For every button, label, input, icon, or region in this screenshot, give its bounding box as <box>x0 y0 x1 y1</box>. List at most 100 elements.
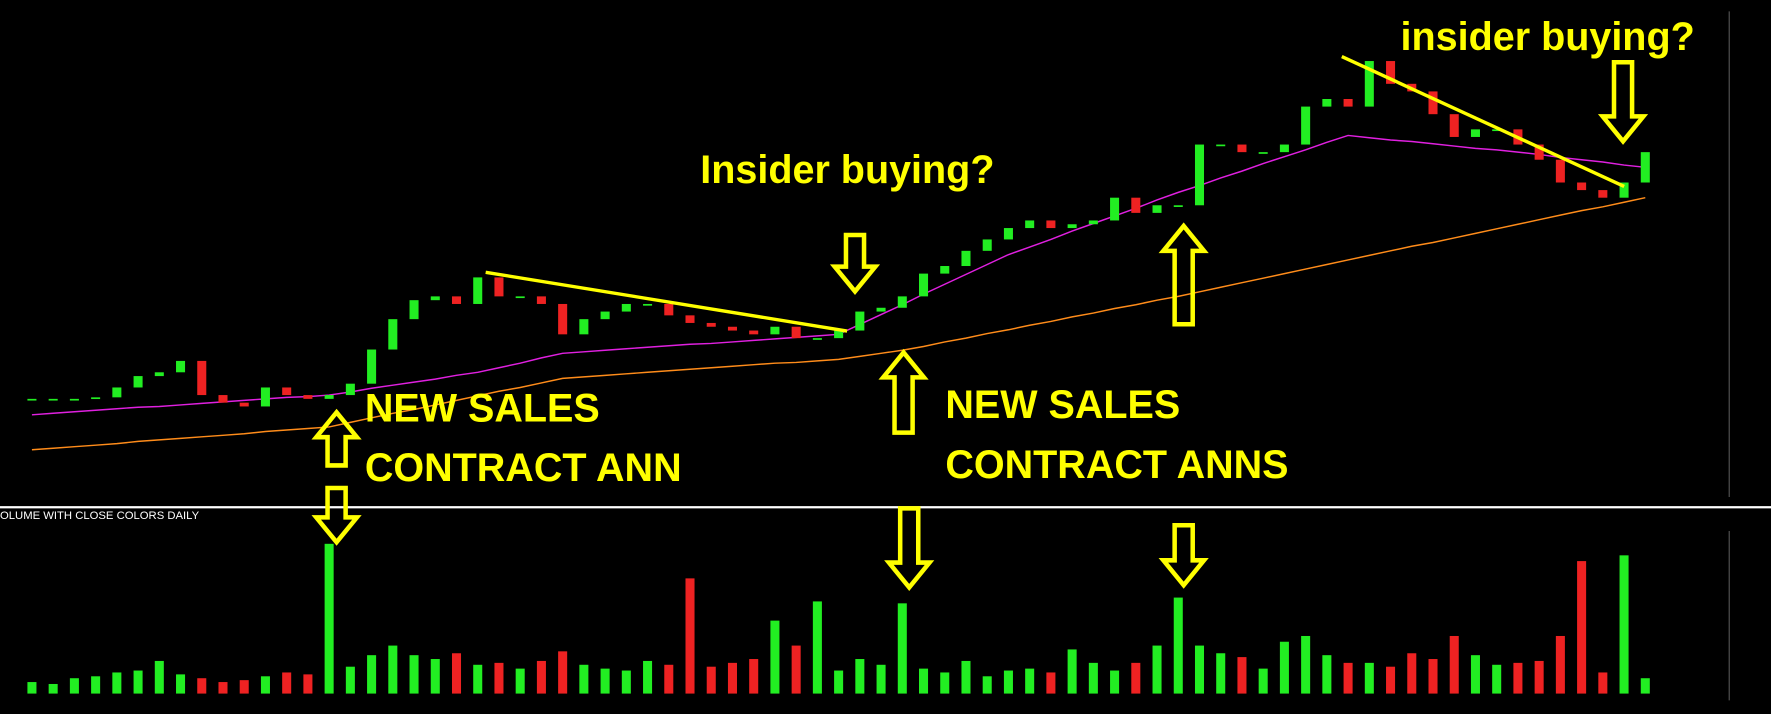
volume-bar <box>1279 641 1289 694</box>
arrow <box>829 232 881 296</box>
volume-bar <box>621 670 631 694</box>
candle <box>345 383 355 396</box>
volume-bar <box>27 682 37 694</box>
candle <box>770 326 780 335</box>
candle <box>940 266 950 274</box>
volume-bar <box>1513 662 1523 694</box>
candle <box>876 307 886 312</box>
volume-bar <box>1003 670 1013 694</box>
candle <box>303 395 313 399</box>
volume-bar <box>770 620 780 694</box>
volume-bar <box>112 672 122 694</box>
candle <box>1449 114 1459 137</box>
arrows <box>311 59 1649 591</box>
candle <box>982 239 992 251</box>
volume-bar <box>303 674 313 694</box>
volume-title: OLUME WITH CLOSE COLORS DAILY <box>0 510 200 522</box>
candle <box>1131 197 1141 213</box>
volume-bar <box>1364 662 1374 694</box>
candle <box>282 387 292 396</box>
candle <box>1598 190 1608 198</box>
volume-bar <box>643 660 653 694</box>
volume-bar <box>897 603 907 694</box>
candle <box>1343 99 1353 107</box>
candle <box>112 387 122 398</box>
arrow <box>1158 523 1209 589</box>
volume-bar <box>558 651 568 694</box>
candle <box>1279 144 1289 153</box>
candle <box>621 303 631 312</box>
volume-bar <box>473 664 483 694</box>
volume-bar <box>48 683 58 694</box>
volume-bar <box>1343 662 1353 694</box>
volume-bar <box>1386 666 1396 694</box>
volume-bar <box>834 670 844 694</box>
candle <box>1067 224 1077 229</box>
candle <box>600 311 610 320</box>
candle <box>1194 144 1205 206</box>
trend-line <box>1341 55 1625 188</box>
candle <box>154 372 164 377</box>
volume-bar <box>1534 660 1544 694</box>
candle <box>1003 228 1013 240</box>
candle <box>473 277 483 304</box>
candle <box>176 360 186 373</box>
volume-bar <box>1173 597 1183 694</box>
candle <box>1301 106 1311 145</box>
volume-bar <box>812 601 822 694</box>
volume-bar <box>1492 664 1502 694</box>
volume-bar <box>982 676 992 694</box>
volume-bar <box>1449 635 1459 694</box>
candle <box>197 360 207 396</box>
volume-bar <box>345 666 355 694</box>
volume-bar <box>91 676 101 694</box>
candle <box>494 277 504 297</box>
candle <box>27 398 37 401</box>
candle <box>409 300 419 320</box>
candle <box>1619 182 1629 198</box>
volume-bar <box>260 676 270 694</box>
volume-bar <box>1088 662 1098 694</box>
annotation: NEW SALES <box>365 386 600 430</box>
candle <box>367 349 377 384</box>
volume-bar <box>1428 659 1438 694</box>
volume-bar <box>940 672 950 694</box>
arrow <box>878 348 929 435</box>
candle <box>1386 61 1396 84</box>
volume-bar <box>1258 668 1268 694</box>
volume-bar <box>1301 635 1311 694</box>
arrow <box>311 408 362 468</box>
trend-line <box>485 270 848 333</box>
candle <box>1555 159 1565 183</box>
volume-bar <box>600 668 610 694</box>
candle <box>1640 152 1650 183</box>
volume-bar <box>324 543 334 694</box>
annotation: insider buying? <box>1401 15 1695 59</box>
volume-bar <box>1216 653 1226 694</box>
volume-bar <box>1067 649 1077 694</box>
volume-bar <box>791 645 801 694</box>
candle <box>1470 129 1480 137</box>
candle <box>48 398 58 401</box>
volume-bar <box>1110 670 1120 694</box>
annotation: CONTRACT ANNS <box>945 443 1288 487</box>
candle <box>1237 144 1247 153</box>
candle <box>1364 61 1374 107</box>
arrow <box>884 506 935 591</box>
candle <box>961 250 971 267</box>
candle <box>1088 220 1098 225</box>
volume-bar <box>1577 561 1587 694</box>
moving-average <box>31 196 1646 451</box>
volume-bar <box>961 660 971 694</box>
candle <box>1577 182 1587 191</box>
candle <box>515 296 525 299</box>
volume-bar <box>1046 672 1056 694</box>
volume-bar <box>218 682 228 694</box>
candle <box>1534 144 1544 160</box>
volume-bar <box>367 655 377 694</box>
marks <box>27 61 1650 694</box>
candle <box>239 402 249 407</box>
candle <box>1492 129 1502 132</box>
candle <box>1258 152 1268 154</box>
